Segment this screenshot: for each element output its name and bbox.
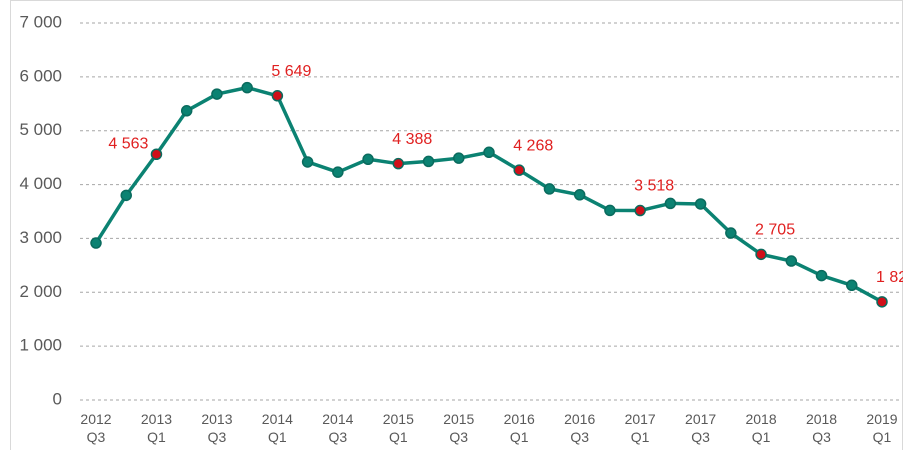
marker	[725, 227, 737, 239]
y-tick-label: 3 000	[19, 228, 62, 247]
y-tick-label: 4 000	[19, 174, 62, 193]
data-label: 3 518	[634, 178, 674, 195]
series-line	[94, 85, 883, 304]
marker	[785, 255, 798, 267]
x-tick-label: 2015 Q1	[383, 411, 414, 445]
marker	[483, 146, 495, 159]
marker	[815, 269, 828, 282]
marker	[120, 189, 132, 202]
data-label: 5 649	[271, 63, 311, 80]
highlight-marker	[392, 157, 405, 170]
marker	[422, 155, 435, 168]
marker	[543, 183, 556, 195]
x-tick-label: 2016 Q1	[504, 411, 535, 445]
x-tick-label: 2013 Q1	[141, 411, 172, 445]
marker	[332, 166, 344, 178]
x-tick-label: 2016 Q3	[564, 411, 595, 445]
data-label: 4 268	[513, 137, 553, 154]
marker	[846, 279, 858, 292]
highlight-marker	[150, 148, 163, 160]
marker	[211, 88, 223, 100]
y-tick-label: 5 000	[19, 120, 62, 139]
marker	[453, 152, 465, 164]
marker	[90, 237, 102, 249]
x-tick-label: 2018 Q1	[745, 411, 776, 445]
y-tick-label: 1 000	[19, 336, 62, 355]
marker	[694, 198, 707, 210]
x-tick-label: 2017 Q1	[625, 411, 656, 445]
y-tick-label: 6 000	[19, 66, 62, 85]
marker	[301, 156, 314, 168]
data-label: 1 823	[876, 269, 903, 286]
highlight-marker	[634, 204, 646, 217]
marker	[241, 81, 253, 94]
x-tick-label: 2014 Q1	[262, 411, 293, 445]
marker	[604, 204, 616, 217]
x-tick-label: 2013 Q3	[201, 411, 232, 445]
data-label: 4 388	[392, 131, 432, 148]
data-label: 4 563	[108, 135, 148, 152]
marker	[362, 153, 374, 166]
highlight-marker	[513, 164, 525, 176]
x-tick-label: 2014 Q3	[322, 411, 353, 445]
y-tick-label: 7 000	[19, 12, 62, 31]
y-tick-label: 0	[53, 389, 62, 408]
x-tick-label: 2019 Q1	[866, 411, 897, 445]
data-label: 2 705	[755, 222, 795, 239]
x-tick-label: 2017 Q3	[685, 411, 716, 445]
x-tick-label: 2015 Q3	[443, 411, 474, 445]
x-tick-label: 2012 Q3	[80, 411, 111, 445]
marker	[180, 105, 193, 117]
marker	[573, 189, 586, 201]
marker	[664, 197, 677, 210]
highlight-marker	[755, 248, 767, 261]
x-tick-label: 2018 Q3	[806, 411, 837, 445]
highlight-marker	[271, 90, 284, 102]
y-tick-label: 2 000	[19, 282, 62, 301]
highlight-marker	[876, 296, 888, 308]
